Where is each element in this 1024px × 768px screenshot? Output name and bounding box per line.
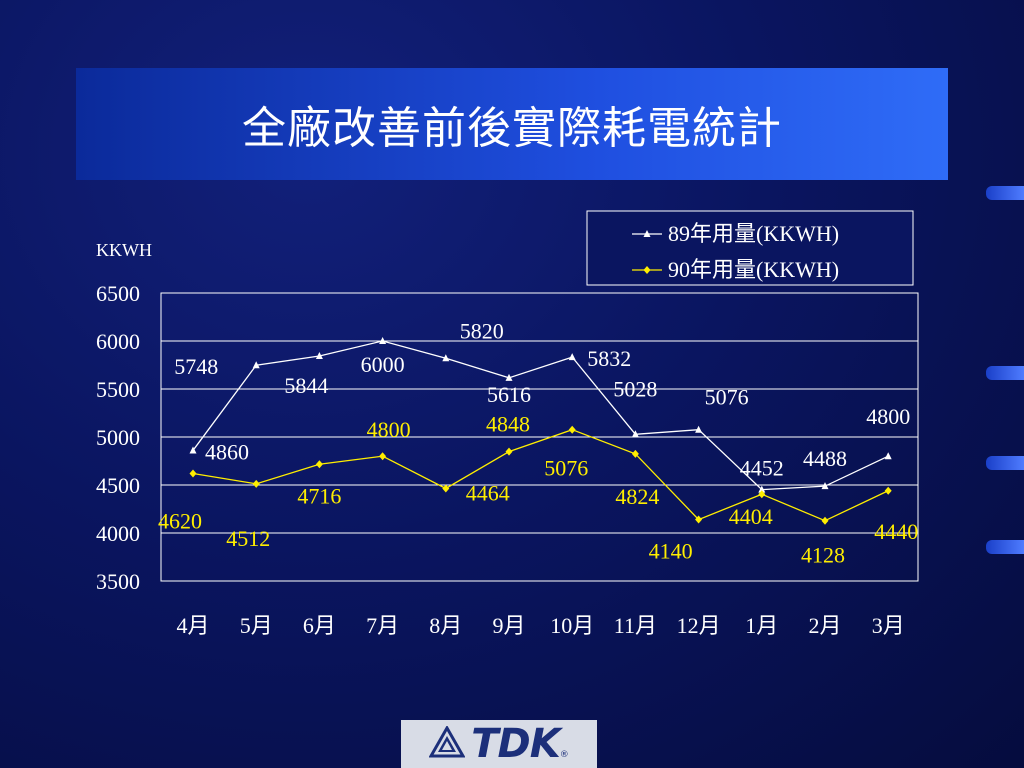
data-point bbox=[189, 469, 197, 478]
data-label: 4452 bbox=[740, 456, 784, 481]
y-tick-label: 5500 bbox=[96, 377, 140, 402]
data-point bbox=[695, 425, 703, 433]
data-label: 4620 bbox=[158, 508, 202, 533]
registered-mark-icon: ® bbox=[559, 750, 569, 760]
tdk-logo: TDK ® bbox=[401, 720, 597, 768]
data-point bbox=[821, 482, 829, 490]
data-point bbox=[631, 430, 639, 438]
data-label: 5616 bbox=[487, 382, 531, 407]
legend-box bbox=[586, 210, 914, 286]
y-tick-label: 6000 bbox=[96, 329, 140, 354]
data-label: 4716 bbox=[297, 483, 341, 508]
y-tick-label: 3500 bbox=[96, 569, 140, 594]
x-tick-label: 10月 bbox=[550, 613, 594, 638]
data-point bbox=[884, 452, 892, 460]
data-point bbox=[821, 516, 829, 525]
data-point bbox=[568, 425, 576, 434]
legend: 89年用量(KKWH) 90年用量(KKWH) bbox=[586, 210, 914, 286]
x-tick-label: 8月 bbox=[429, 613, 462, 638]
data-label: 4464 bbox=[466, 480, 510, 505]
data-point bbox=[315, 460, 323, 469]
data-label: 4824 bbox=[615, 484, 659, 509]
data-label: 4800 bbox=[367, 417, 411, 442]
data-label: 4848 bbox=[486, 412, 530, 437]
y-tick-label: 5000 bbox=[96, 425, 140, 450]
tdk-logo-mark-icon bbox=[429, 726, 466, 758]
data-point bbox=[695, 515, 703, 524]
legend-marker bbox=[643, 230, 651, 237]
data-point bbox=[884, 486, 892, 495]
y-tick-label: 4000 bbox=[96, 521, 140, 546]
title-band: 全廠改善前後實際耗電統計 bbox=[76, 68, 948, 180]
data-point bbox=[758, 490, 766, 499]
data-label: 4440 bbox=[874, 519, 918, 544]
series-line-2 bbox=[192, 429, 889, 522]
data-point bbox=[252, 361, 260, 369]
data-label: 5028 bbox=[613, 376, 657, 401]
data-label: 4860 bbox=[205, 439, 249, 464]
series-line-1 bbox=[192, 340, 889, 491]
x-tick-label: 4月 bbox=[176, 613, 209, 638]
data-label: 4488 bbox=[803, 446, 847, 471]
data-label: 5076 bbox=[544, 456, 588, 481]
x-tick-label: 5月 bbox=[240, 613, 273, 638]
data-point bbox=[379, 452, 387, 461]
data-label: 4800 bbox=[866, 404, 910, 429]
slide-title: 全廠改善前後實際耗電統計 bbox=[242, 103, 782, 154]
data-label: 5844 bbox=[284, 373, 328, 398]
data-point bbox=[189, 446, 197, 454]
x-tick-label: 1月 bbox=[745, 613, 778, 638]
y-axis-label: KKWH bbox=[96, 240, 152, 260]
x-tick-label: 3月 bbox=[872, 613, 905, 638]
data-point bbox=[505, 373, 513, 381]
series-lines bbox=[189, 337, 892, 525]
plot-area bbox=[160, 292, 919, 582]
x-tick-label: 6月 bbox=[303, 613, 336, 638]
y-tick-label: 4500 bbox=[96, 473, 140, 498]
data-point bbox=[568, 353, 576, 361]
x-axis-ticks: 4月 5月 6月 7月 8月 9月 10月 11月 12月 1月 2月 3月 bbox=[176, 613, 904, 638]
x-tick-label: 12月 bbox=[677, 613, 721, 638]
data-point bbox=[315, 351, 323, 359]
x-tick-label: 7月 bbox=[366, 613, 399, 638]
decorative-stripe bbox=[986, 366, 1024, 380]
y-tick-label: 6500 bbox=[96, 281, 140, 306]
decorative-stripe bbox=[986, 540, 1024, 554]
legend-label: 90年用量(KKWH) bbox=[668, 257, 839, 282]
data-label: 4128 bbox=[801, 543, 845, 568]
grid-lines bbox=[161, 340, 918, 534]
legend-label: 89年用量(KKWH) bbox=[668, 221, 839, 246]
legend-marker bbox=[643, 266, 651, 274]
data-label: 5820 bbox=[460, 318, 504, 343]
data-label: 5076 bbox=[705, 385, 749, 410]
data-labels: 4860 5748 5844 6000 5820 5616 5832 5028 5076 4452… bbox=[158, 318, 918, 567]
data-label: 4140 bbox=[649, 539, 693, 564]
data-point bbox=[505, 447, 513, 456]
decorative-stripe bbox=[986, 186, 1024, 200]
data-label: 6000 bbox=[361, 352, 405, 377]
data-label: 5748 bbox=[174, 354, 218, 379]
x-tick-label: 11月 bbox=[614, 613, 657, 638]
x-tick-label: 2月 bbox=[808, 613, 841, 638]
data-label: 4404 bbox=[729, 504, 773, 529]
y-axis-ticks: 3500 4000 4500 5000 5500 6000 6500 bbox=[96, 281, 140, 594]
data-label: 5832 bbox=[587, 346, 631, 371]
data-point bbox=[442, 484, 450, 493]
logo-text: TDK bbox=[471, 721, 560, 767]
x-tick-label: 9月 bbox=[492, 613, 525, 638]
data-label: 4512 bbox=[226, 526, 270, 551]
data-point bbox=[379, 337, 387, 344]
data-point bbox=[758, 485, 766, 493]
line-chart: KKWH 3500 4000 4500 5000 5500 6000 6500 4月 5月 6月… bbox=[96, 210, 919, 638]
data-point bbox=[252, 479, 260, 488]
decorative-stripe bbox=[986, 456, 1024, 470]
data-point bbox=[442, 354, 450, 362]
data-point bbox=[631, 449, 639, 458]
